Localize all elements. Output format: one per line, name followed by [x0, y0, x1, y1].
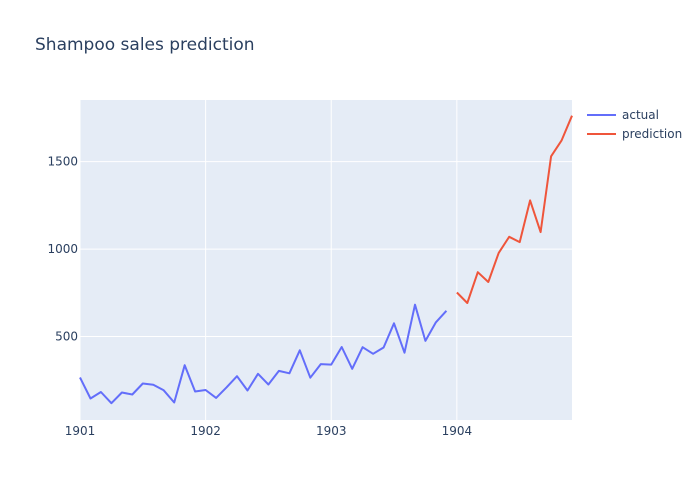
plot-background	[80, 100, 572, 420]
legend-label-actual: actual	[622, 108, 659, 122]
x-tick-label: 1901	[65, 424, 96, 438]
y-tick-label: 500	[55, 330, 78, 344]
y-tick-label: 1500	[47, 155, 78, 169]
x-tick-label: 1902	[190, 424, 221, 438]
series-lines	[79, 115, 573, 405]
x-tick-label: 1903	[316, 424, 347, 438]
legend[interactable]: actual prediction	[587, 108, 682, 141]
x-tick-label: 1904	[442, 424, 473, 438]
series-line-prediction	[456, 115, 573, 304]
series-line-actual	[79, 303, 448, 405]
legend-label-prediction: prediction	[622, 127, 682, 141]
gridlines	[79, 100, 572, 420]
axis-tick-labels: 1901 1902 1903 1904 500 1000 1500	[47, 155, 472, 438]
chart-title: Shampoo sales prediction	[35, 35, 255, 55]
y-tick-label: 1000	[47, 242, 78, 256]
